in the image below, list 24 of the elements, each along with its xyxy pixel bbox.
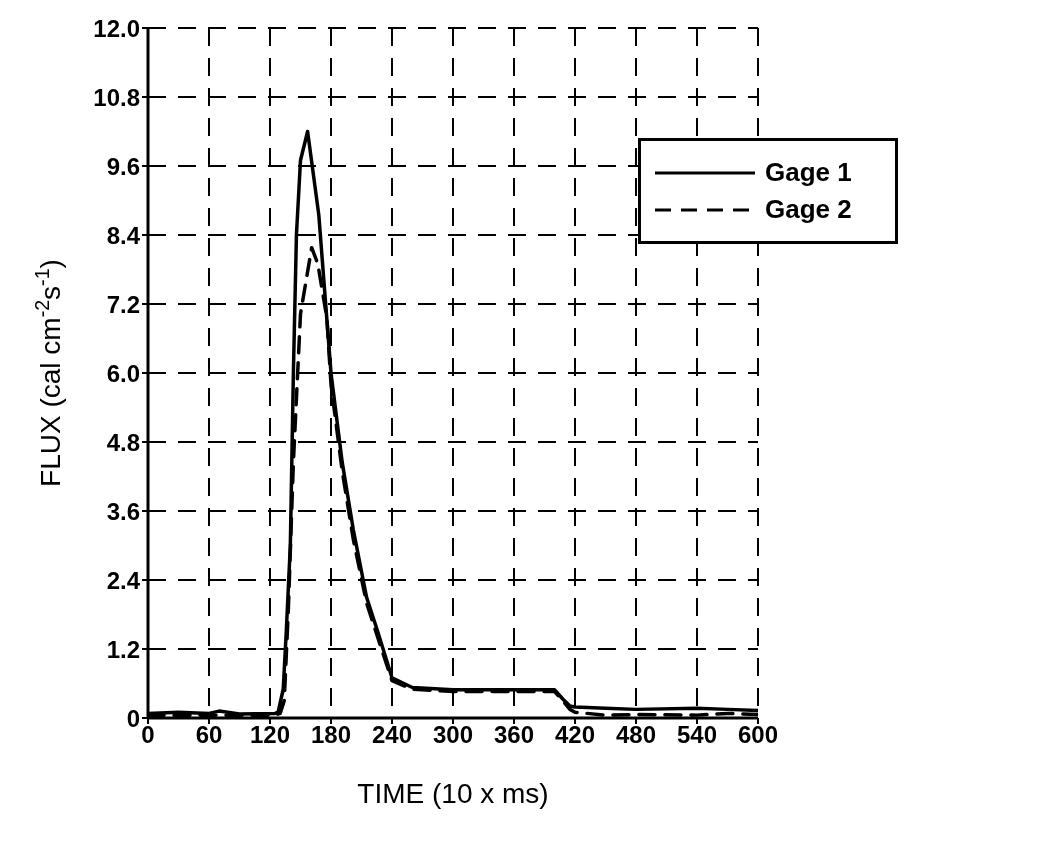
y-tick-label: 4.8 xyxy=(106,428,140,456)
x-tick-label: 120 xyxy=(249,721,291,749)
legend-label: Gage 2 xyxy=(765,194,852,225)
x-tick-label: 60 xyxy=(195,721,223,749)
x-tick-label: 600 xyxy=(737,721,779,749)
y-tick-label: 7.2 xyxy=(106,290,140,318)
y-tick-label: 2.4 xyxy=(106,566,141,594)
x-tick-label: 240 xyxy=(371,721,413,749)
legend-label: Gage 1 xyxy=(765,157,852,188)
y-tick-label: 3.6 xyxy=(106,497,140,525)
x-tick-label: 480 xyxy=(615,721,657,749)
y-tick-label: 1.2 xyxy=(106,635,140,663)
x-tick-label: 180 xyxy=(310,721,352,749)
y-tick-label: 9.6 xyxy=(106,152,140,180)
x-tick-label: 540 xyxy=(676,721,718,749)
x-tick-label: 300 xyxy=(432,721,474,749)
y-tick-label: 0 xyxy=(126,704,140,732)
x-tick-label: 420 xyxy=(554,721,596,749)
x-axis-title: TIME (10 x ms) xyxy=(357,778,549,809)
y-tick-label: 10.8 xyxy=(93,83,140,111)
x-tick-label: 360 xyxy=(493,721,535,749)
y-tick-label: 6.0 xyxy=(106,359,140,387)
y-tick-label: 12.0 xyxy=(93,14,140,42)
y-tick-label: 8.4 xyxy=(106,221,141,249)
